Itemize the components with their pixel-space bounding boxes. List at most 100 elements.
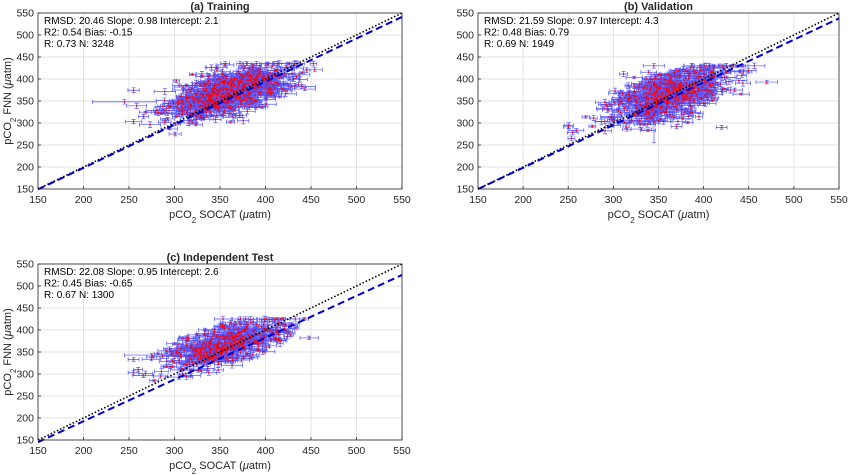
data-point	[187, 336, 189, 338]
data-point	[132, 371, 135, 374]
data-point	[278, 95, 281, 98]
data-point	[241, 329, 244, 332]
data-point	[266, 324, 269, 327]
data-point	[175, 115, 178, 118]
data-point	[270, 89, 273, 91]
data-point	[687, 92, 690, 94]
data-point	[242, 357, 245, 360]
data-point	[674, 86, 677, 89]
data-point	[237, 328, 240, 331]
data-point	[619, 111, 622, 114]
data-point	[185, 91, 188, 94]
data-point	[257, 76, 259, 78]
data-point	[674, 81, 676, 83]
data-point	[617, 98, 619, 101]
data-point	[284, 92, 287, 95]
data-point	[174, 123, 177, 126]
data-point	[259, 91, 261, 93]
data-point	[177, 107, 180, 110]
data-point	[241, 335, 243, 338]
data-point	[618, 92, 621, 95]
x-tick-label: 500	[785, 194, 803, 206]
data-point	[208, 109, 211, 112]
data-point	[648, 116, 650, 119]
data-point	[220, 335, 222, 338]
data-point	[273, 81, 276, 84]
data-point	[654, 110, 657, 113]
data-point	[186, 111, 188, 114]
data-point	[690, 94, 693, 97]
data-point	[672, 84, 675, 86]
data-point	[274, 69, 276, 72]
data-point	[675, 96, 678, 99]
data-point	[225, 75, 227, 78]
data-point	[170, 354, 173, 357]
data-point	[235, 72, 238, 75]
data-point	[708, 68, 711, 71]
data-point	[241, 75, 243, 77]
data-point	[181, 112, 184, 115]
data-point	[674, 98, 676, 100]
data-point	[181, 99, 184, 102]
data-point	[671, 102, 674, 105]
data-point	[234, 335, 237, 338]
data-point	[656, 89, 658, 92]
data-point	[240, 78, 243, 80]
data-point	[234, 114, 237, 117]
data-point	[263, 320, 266, 323]
data-point	[646, 117, 648, 120]
data-point	[693, 72, 696, 75]
data-point	[182, 103, 185, 106]
data-point	[183, 349, 186, 352]
data-point	[584, 116, 587, 118]
data-point	[202, 356, 205, 359]
data-point	[253, 99, 256, 102]
data-point	[702, 72, 705, 75]
data-point	[179, 353, 182, 356]
data-point	[272, 95, 275, 97]
data-point	[175, 352, 178, 355]
data-point	[226, 344, 228, 347]
data-point	[197, 358, 199, 361]
data-point	[233, 90, 236, 93]
data-point	[603, 107, 605, 110]
data-point	[663, 87, 666, 90]
data-point	[240, 359, 243, 361]
data-point	[688, 75, 691, 78]
data-point	[707, 84, 710, 87]
data-point	[223, 83, 226, 86]
data-point	[265, 86, 268, 89]
data-point	[276, 331, 278, 334]
data-point	[205, 351, 208, 354]
data-point	[186, 108, 189, 111]
data-point	[293, 85, 296, 87]
data-point	[186, 114, 189, 116]
data-point	[689, 82, 692, 85]
data-point	[211, 335, 214, 338]
data-point	[248, 78, 250, 81]
data-point	[265, 66, 268, 69]
data-point	[211, 338, 214, 340]
data-point	[197, 101, 200, 104]
data-point	[241, 66, 244, 69]
data-point	[150, 358, 153, 361]
data-point	[192, 348, 195, 351]
data-point	[217, 108, 220, 110]
data-point	[193, 104, 196, 107]
data-point	[620, 91, 623, 94]
data-point	[239, 352, 242, 354]
data-point	[220, 88, 223, 91]
data-point	[203, 332, 206, 335]
data-point	[199, 96, 201, 99]
y-tick-label: 300	[16, 369, 34, 381]
data-point	[214, 118, 217, 121]
data-point	[246, 72, 248, 75]
data-point	[144, 111, 147, 114]
data-point	[623, 105, 625, 108]
data-point	[634, 104, 637, 107]
data-point	[238, 321, 241, 323]
data-point	[213, 74, 215, 77]
data-point	[654, 83, 657, 85]
data-point	[229, 88, 232, 90]
